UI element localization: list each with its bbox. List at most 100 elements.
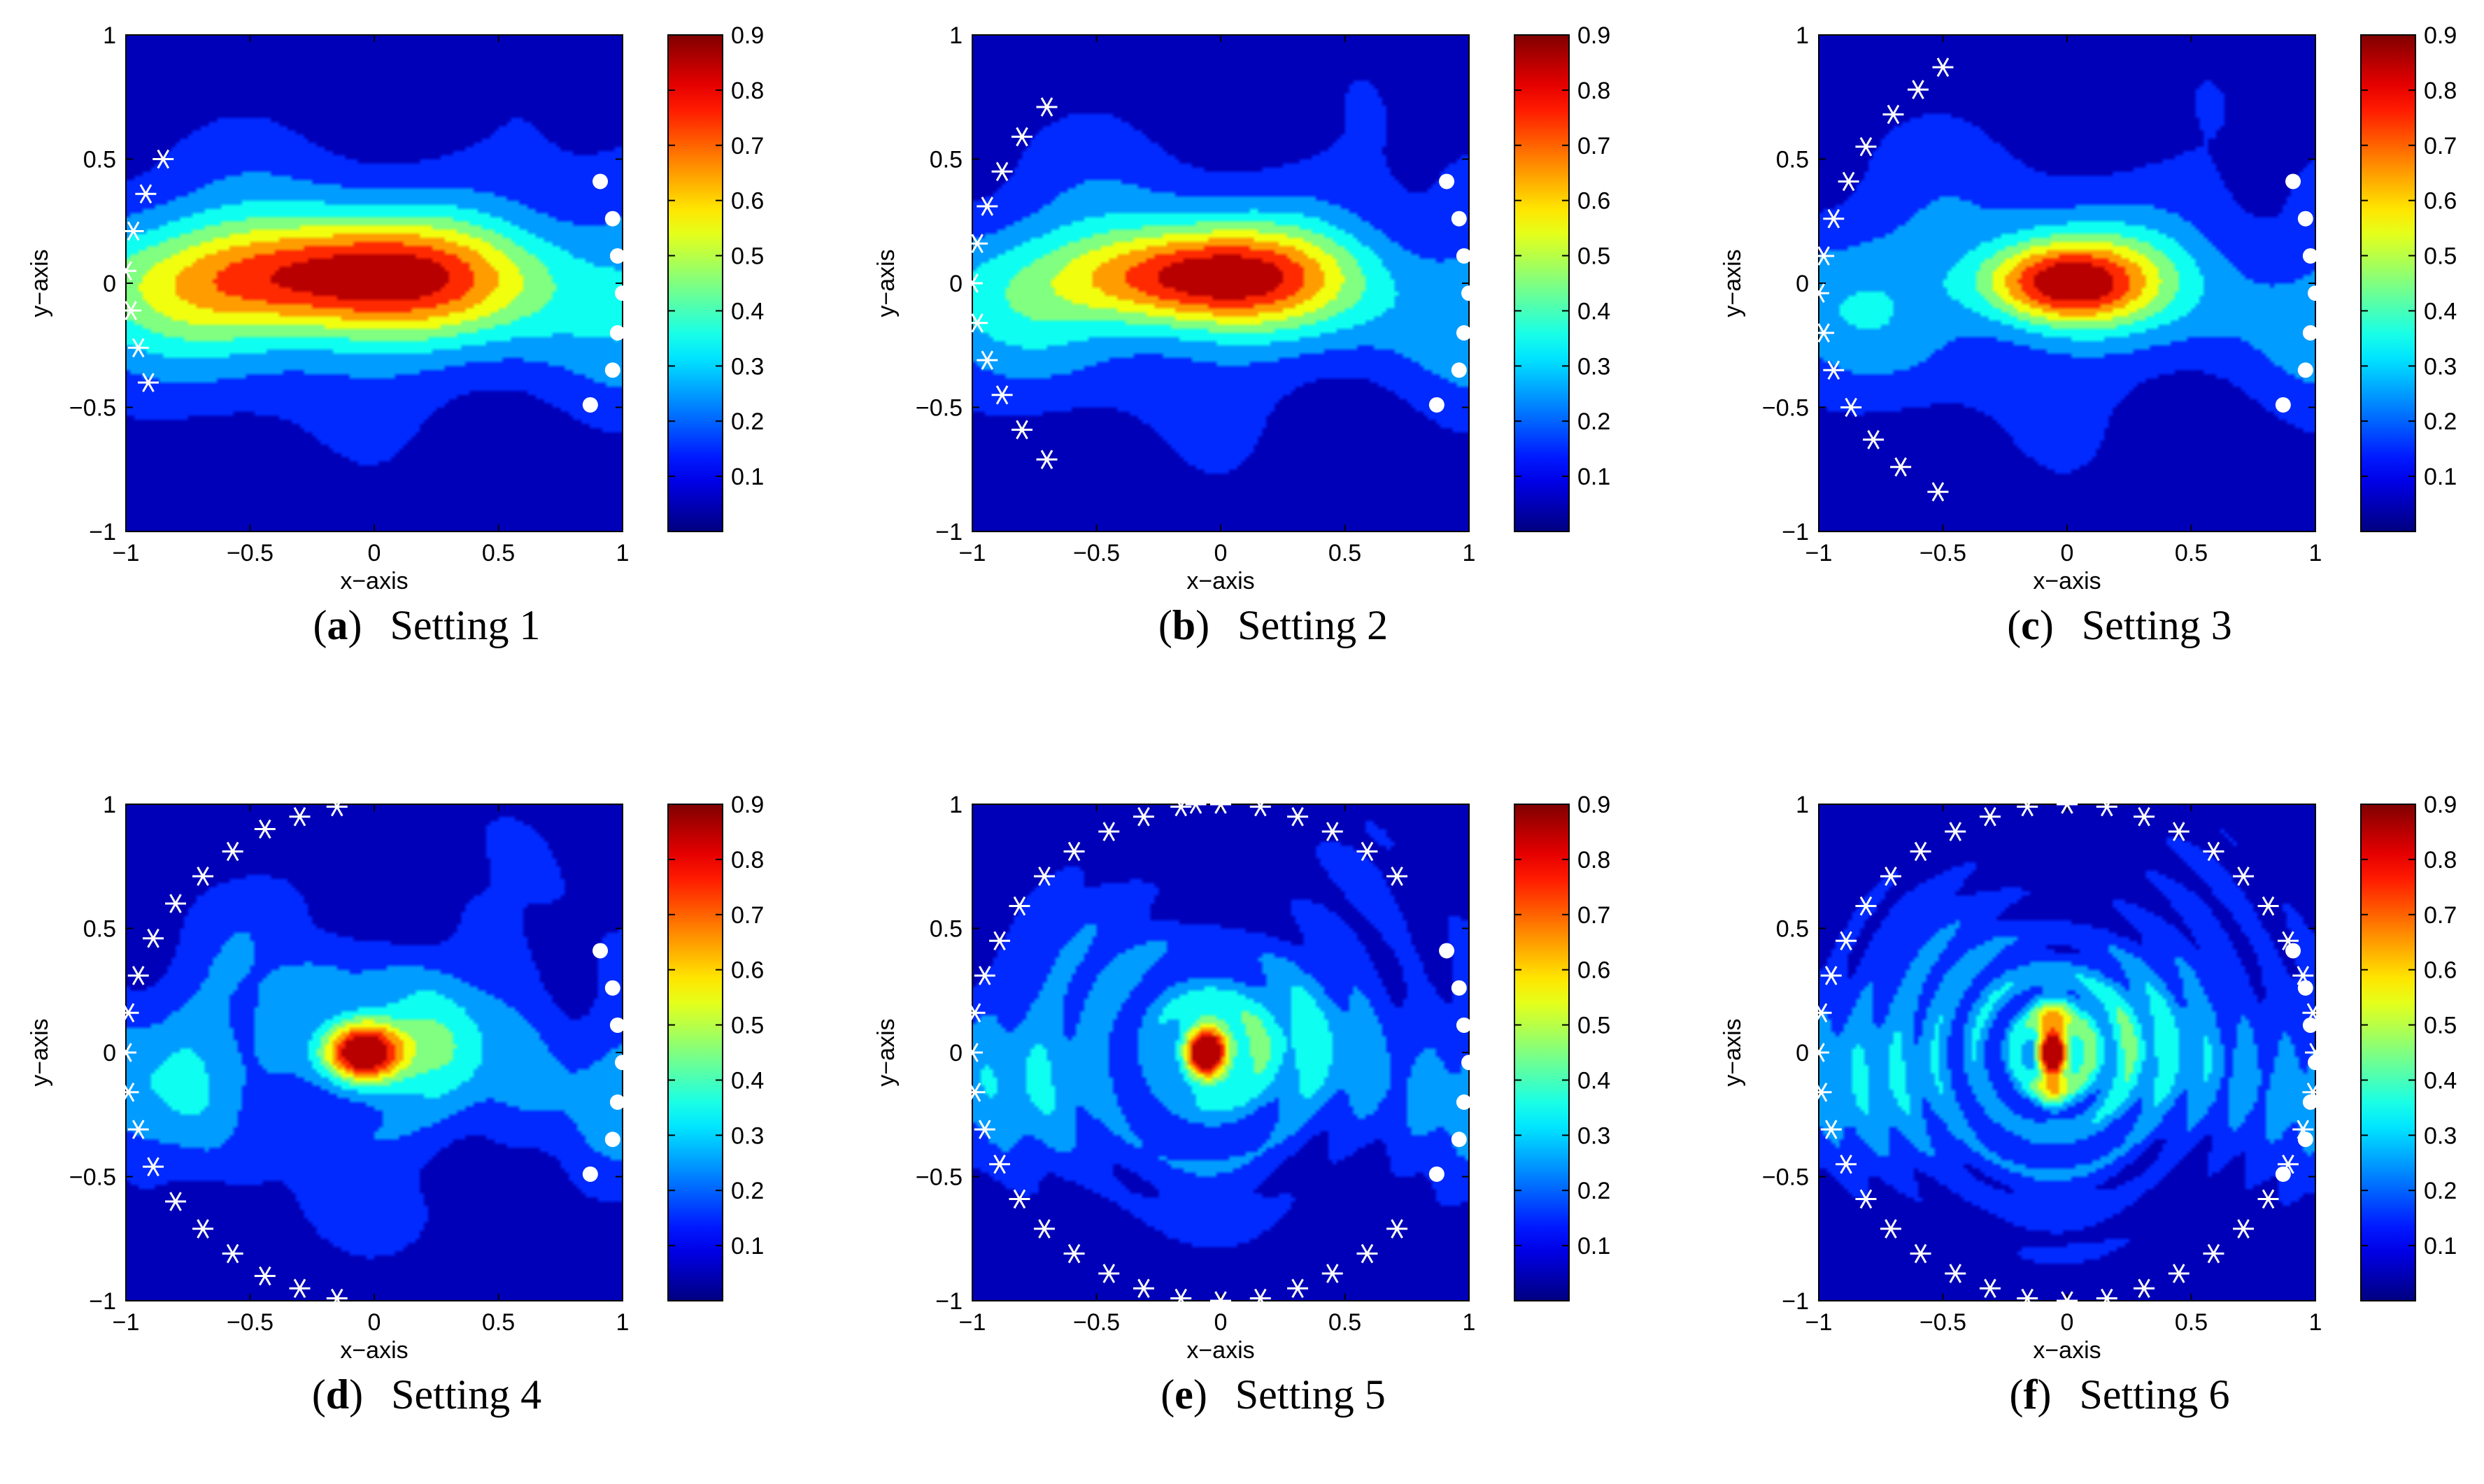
x-tick-label: 0.5 bbox=[2175, 540, 2208, 566]
receiver-marker bbox=[1456, 1094, 1472, 1110]
x-tick-label: −0.5 bbox=[227, 1309, 274, 1336]
source-marker bbox=[1356, 1243, 1378, 1264]
x-tick-label: 1 bbox=[1463, 540, 1476, 566]
panel-caption: (c) Setting 3 bbox=[2007, 602, 2232, 648]
x-tick-label: 0 bbox=[1214, 1309, 1228, 1336]
source-marker bbox=[1823, 208, 1845, 229]
source-marker bbox=[1036, 450, 1058, 469]
source-marker bbox=[143, 1157, 164, 1177]
source-marker bbox=[991, 162, 1013, 182]
colorbar-tick-label: 0.9 bbox=[2424, 792, 2457, 818]
x-tick-label: 0.5 bbox=[1328, 1309, 1361, 1336]
receiver-marker bbox=[1428, 1166, 1445, 1182]
receiver-marker bbox=[604, 362, 620, 378]
colorbar-tick-label: 0.7 bbox=[2424, 133, 2457, 159]
receiver-marker bbox=[1456, 1017, 1472, 1033]
source-marker bbox=[977, 350, 998, 370]
colorbar-tick-label: 0.9 bbox=[1577, 792, 1610, 818]
receiver-marker bbox=[2275, 1166, 2291, 1182]
source-marker bbox=[1321, 1264, 1343, 1283]
source-marker bbox=[1836, 931, 1857, 951]
source-marker bbox=[152, 149, 174, 169]
caption-text: Setting 4 bbox=[391, 1371, 542, 1418]
x-tick-label: 1 bbox=[1463, 1309, 1476, 1336]
source-marker bbox=[289, 1278, 311, 1299]
colorbar-tick-label: 0.6 bbox=[731, 188, 764, 215]
panel-e: −1 −0.5 0 0.5 1 1 0.5 0 −0.5 −1 x−axis y−axis 0.9 0.8… bbox=[860, 769, 1686, 1469]
colorbar-tick-label: 0.6 bbox=[731, 957, 764, 984]
source-marker bbox=[326, 797, 348, 817]
x-tick-label: −0.5 bbox=[1073, 1309, 1120, 1336]
source-marker bbox=[1185, 794, 1207, 814]
colorbar-tick-label: 0.2 bbox=[1577, 408, 1610, 435]
y-tick-label: −1 bbox=[935, 1288, 963, 1315]
colorbar bbox=[1514, 34, 1570, 532]
source-marker bbox=[118, 1083, 139, 1102]
colorbar bbox=[2360, 804, 2416, 1301]
source-marker bbox=[1808, 283, 1829, 303]
x-tick-label: −1 bbox=[959, 540, 986, 566]
x-axis-label: x−axis bbox=[2033, 1337, 2101, 1364]
receiver-marker bbox=[1451, 362, 1467, 378]
source-marker bbox=[1210, 1291, 1231, 1311]
y-tick-label: 1 bbox=[949, 22, 963, 49]
x-tick-label: −1 bbox=[113, 1309, 140, 1336]
receiver-marker bbox=[609, 1017, 625, 1033]
receiver-marker bbox=[604, 980, 620, 996]
receiver-marker bbox=[2308, 285, 2323, 301]
y-tick-label: 0.5 bbox=[83, 147, 116, 173]
source-marker bbox=[1810, 1003, 1832, 1022]
colorbar-tick-label: 0.8 bbox=[1577, 847, 1610, 873]
receiver-marker bbox=[1451, 980, 1467, 996]
source-marker bbox=[2257, 896, 2279, 916]
receiver-marker bbox=[2297, 1132, 2313, 1148]
colorbar bbox=[2360, 34, 2416, 532]
y-tick-label: −1 bbox=[935, 519, 963, 545]
colorbar-tick-label: 0.1 bbox=[2424, 1233, 2457, 1260]
y-tick-label: −0.5 bbox=[69, 1164, 116, 1191]
y-tick-label: 1 bbox=[103, 22, 116, 49]
x-tick-label: −1 bbox=[1805, 1309, 1833, 1336]
source-marker bbox=[1249, 797, 1271, 817]
source-marker bbox=[974, 966, 995, 985]
source-marker bbox=[964, 1083, 986, 1102]
colorbar-tick-label: 0.2 bbox=[2424, 1178, 2457, 1204]
heatmap-plot: −1 −0.5 0 0.5 1 1 0.5 0 −0.5 −1 x−axis y−axis 0.9 0.8… bbox=[1719, 792, 2457, 1364]
x-tick-label: −0.5 bbox=[1919, 1309, 1966, 1336]
y-tick-label: 0 bbox=[949, 271, 963, 297]
y-tick-label: 0 bbox=[103, 271, 116, 297]
colorbar-tick-label: 0.3 bbox=[2424, 353, 2457, 380]
source-marker bbox=[326, 1288, 348, 1308]
source-marker bbox=[1927, 482, 1949, 501]
source-marker bbox=[122, 221, 144, 241]
heatmap-field bbox=[1819, 35, 2315, 531]
y-tick-label: −1 bbox=[1782, 1288, 1809, 1315]
colorbar-tick-label: 0.5 bbox=[1577, 243, 1610, 270]
colorbar-tick-label: 0.1 bbox=[731, 1233, 764, 1260]
colorbar-tick-label: 0.6 bbox=[2424, 188, 2457, 215]
panel-letter: d bbox=[325, 1371, 350, 1418]
colorbar-tick-label: 0.3 bbox=[2424, 1122, 2457, 1149]
receiver-marker bbox=[1456, 248, 1472, 264]
receiver-marker bbox=[2302, 1094, 2318, 1110]
panel-c: −1 −0.5 0 0.5 1 1 0.5 0 −0.5 −1 x−axis y−axis 0.9 0.8… bbox=[1707, 0, 2484, 699]
source-marker bbox=[127, 1120, 149, 1139]
heatmap-field bbox=[126, 35, 623, 531]
colorbar-tick-label: 0.4 bbox=[2424, 1067, 2457, 1094]
y-tick-label: −0.5 bbox=[916, 1164, 963, 1191]
y-axis-label: y−axis bbox=[27, 1018, 53, 1086]
panel-letter: f bbox=[2023, 1371, 2038, 1418]
colorbar-tick-label: 0.2 bbox=[731, 1178, 764, 1204]
y-tick-label: −0.5 bbox=[69, 395, 116, 422]
colorbar-tick-label: 0.6 bbox=[1577, 957, 1610, 984]
source-marker bbox=[2168, 1264, 2190, 1283]
source-marker bbox=[135, 184, 157, 204]
colorbar-tick-label: 0.3 bbox=[731, 1122, 764, 1149]
panel-caption: (f) Setting 6 bbox=[2009, 1371, 2230, 1418]
x-tick-label: −1 bbox=[1805, 540, 1833, 566]
colorbar-tick-label: 0.1 bbox=[731, 464, 764, 490]
colorbar-tick-label: 0.9 bbox=[2424, 22, 2457, 49]
heatmap-field bbox=[972, 804, 1469, 1301]
colorbar-tick-label: 0.3 bbox=[1577, 353, 1610, 380]
